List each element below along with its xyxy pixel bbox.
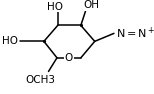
Text: O: O <box>65 53 73 63</box>
Text: OCH3: OCH3 <box>26 75 56 85</box>
Text: OH: OH <box>84 0 100 10</box>
Text: HO: HO <box>47 2 63 12</box>
Text: $\mathsf{N{=}N^+{:}N^-}$: $\mathsf{N{=}N^+{:}N^-}$ <box>116 26 154 41</box>
Text: HO: HO <box>2 36 18 46</box>
